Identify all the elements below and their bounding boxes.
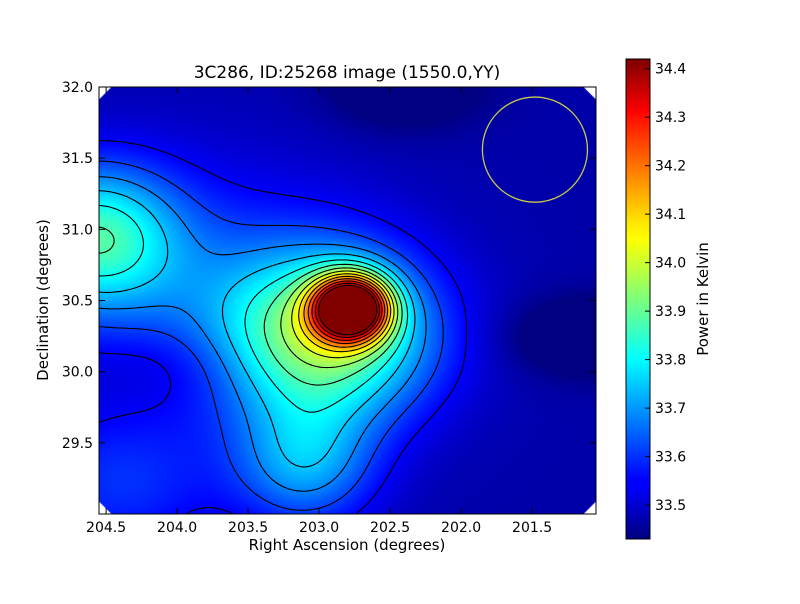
colorbar-tick-label: 34.2 xyxy=(655,159,686,175)
y-tick-label: 30.0 xyxy=(62,365,93,381)
x-tick-label: 203.5 xyxy=(228,520,268,536)
y-axis: 29.5 30.0 30.5 31.0 31.5 32.0 xyxy=(62,80,596,452)
contour-line xyxy=(303,275,389,348)
contour-line xyxy=(307,278,386,345)
contour-line xyxy=(99,190,416,468)
beam-circle xyxy=(481,96,589,203)
contour-line xyxy=(280,267,399,369)
contour-line xyxy=(99,140,468,514)
colorbar: 33.5 33.6 33.7 33.8 33.9 34.0 34.1 34.2 34.3 34.4… xyxy=(625,58,712,540)
x-tick-label: 202.0 xyxy=(441,520,481,536)
colorbar-tick-label: 34.4 xyxy=(655,62,686,78)
y-tick-label: 31.5 xyxy=(62,151,93,167)
colorbar-tick-label: 33.9 xyxy=(655,304,686,320)
y-axis-label: Declination (degrees) xyxy=(34,219,52,381)
y-tick-label: 30.5 xyxy=(62,294,93,310)
colorbar-tick-label: 33.6 xyxy=(655,450,686,466)
plot-area xyxy=(98,86,597,515)
contour-line xyxy=(291,270,395,359)
contour-line xyxy=(318,284,378,336)
colorbar-ticks: 33.5 33.6 33.7 33.8 33.9 34.0 34.1 34.2 34.3 34.4 xyxy=(645,62,686,514)
x-axis: 204.5 204.0 203.5 203.0 202.5 202.0 201.5 xyxy=(86,87,552,536)
contour-line xyxy=(99,176,427,492)
contour-line xyxy=(99,226,403,386)
x-axis-label: Right Ascension (degrees) xyxy=(249,536,446,554)
colorbar-tick-label: 34.3 xyxy=(655,110,686,126)
x-tick-label: 202.5 xyxy=(370,520,410,536)
x-tick-label: 201.5 xyxy=(512,520,552,536)
colorbar-tick-label: 34.1 xyxy=(655,207,686,223)
contour-line xyxy=(314,282,381,339)
y-tick-label: 31.0 xyxy=(62,222,93,238)
colorbar-gradient xyxy=(625,58,651,540)
y-tick-label: 29.5 xyxy=(62,436,93,452)
colorbar-tick-label: 34.0 xyxy=(655,256,686,272)
contour-line xyxy=(99,160,444,511)
heatmap-image xyxy=(99,87,596,514)
colorbar-tick-label: 33.7 xyxy=(655,401,686,417)
x-tick-label: 204.5 xyxy=(86,520,126,536)
x-tick-label: 203.0 xyxy=(299,520,339,536)
contour-line xyxy=(311,280,383,341)
contour-line xyxy=(298,273,392,353)
colorbar-tick-label: 33.8 xyxy=(655,353,686,369)
chart-title: 3C286, ID:25268 image (1550.0,YY) xyxy=(194,63,501,83)
contour-line xyxy=(99,204,409,413)
colorbar-tick-label: 33.5 xyxy=(655,498,686,514)
colorbar-label: Power in Kelvin xyxy=(694,242,712,356)
y-tick-label: 32.0 xyxy=(62,80,93,96)
contour-lines xyxy=(99,140,468,514)
x-tick-label: 204.0 xyxy=(157,520,197,536)
